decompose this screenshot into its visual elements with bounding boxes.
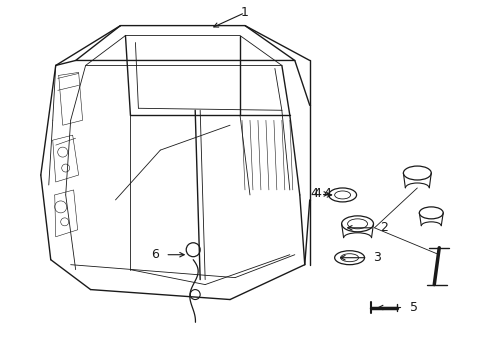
Text: 1: 1 — [241, 6, 248, 19]
Text: 3: 3 — [373, 251, 381, 264]
Text: 6: 6 — [151, 248, 159, 261]
Text: 5: 5 — [409, 301, 418, 314]
Text: 4: 4 — [313, 188, 321, 201]
Text: 4: 4 — [323, 188, 331, 201]
Text: 2: 2 — [380, 221, 387, 234]
Text: 4: 4 — [310, 188, 318, 201]
